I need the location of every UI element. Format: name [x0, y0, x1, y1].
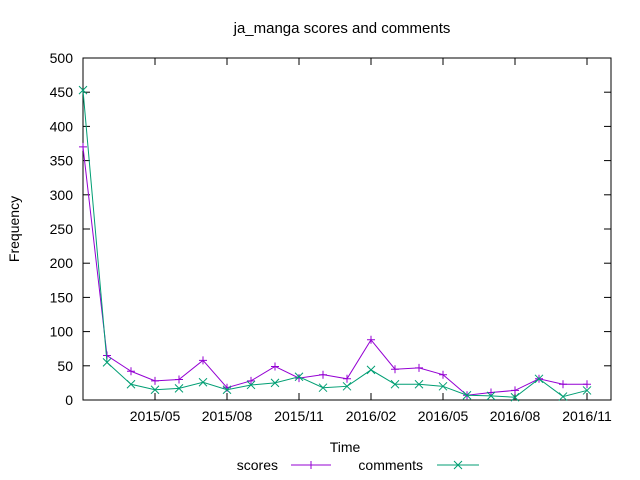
legend-label-comments: comments [358, 457, 423, 473]
legend-marker-comments [453, 460, 463, 470]
data-point-scores [487, 388, 495, 397]
data-point-scores [415, 363, 423, 372]
data-point-scores [79, 142, 87, 151]
y-tick-label: 0 [65, 392, 73, 408]
data-point-comments [126, 379, 136, 389]
data-point-comments [366, 365, 376, 375]
y-tick-label: 300 [50, 187, 74, 203]
y-tick-label: 250 [50, 221, 74, 237]
data-point-scores [367, 335, 375, 344]
y-tick-label: 50 [57, 358, 73, 374]
y-tick-label: 350 [50, 153, 74, 169]
x-tick-label: 2016/11 [562, 408, 612, 424]
data-point-comments [294, 372, 304, 382]
data-point-scores [559, 380, 567, 389]
data-point-comments [510, 392, 520, 402]
data-point-scores [319, 370, 327, 379]
data-point-comments [318, 383, 328, 393]
data-point-scores [127, 367, 135, 376]
y-tick-label: 200 [50, 255, 74, 271]
data-point-comments [390, 379, 400, 389]
data-point-scores [439, 370, 447, 379]
x-tick-label: 2015/08 [202, 408, 253, 424]
legend: scores comments [237, 457, 479, 473]
x-tick-label: 2015/05 [130, 408, 181, 424]
series-scores [79, 142, 591, 400]
data-point-comments [198, 377, 208, 387]
legend-label-scores: scores [237, 457, 278, 473]
data-point-comments [534, 374, 544, 384]
y-tick-label: 150 [50, 289, 74, 305]
data-point-comments [222, 385, 232, 395]
data-point-scores [271, 362, 279, 371]
data-point-scores [343, 374, 351, 383]
axes: 0 50 100 150 200 250 300 350 400 450 500 2015/05 201… [50, 50, 612, 424]
data-point-comments [342, 381, 352, 391]
data-point-comments [582, 386, 592, 395]
x-axis-label: Time [330, 439, 361, 455]
data-point-scores [199, 356, 207, 365]
data-point-scores [151, 376, 159, 385]
data-point-scores [247, 376, 255, 385]
x-tick-label: 2015/11 [274, 408, 324, 424]
x-tick-label: 2016/02 [346, 408, 397, 424]
data-point-comments [150, 385, 160, 395]
x-tick-label: 2016/05 [418, 408, 469, 424]
data-point-comments [438, 381, 448, 391]
series-line-comments [82, 90, 588, 398]
plot-border [82, 57, 612, 401]
y-tick-label: 500 [50, 50, 74, 66]
data-point-comments [270, 378, 280, 388]
x-tick-label: 2016/08 [490, 408, 541, 424]
y-tick-label: 100 [50, 324, 74, 340]
data-point-comments [486, 391, 496, 401]
data-point-scores [175, 375, 183, 384]
data-point-comments [414, 379, 424, 389]
data-point-comments [174, 384, 184, 393]
data-point-comments [246, 380, 256, 390]
data-point-comments [102, 358, 112, 367]
series-comments [78, 85, 592, 402]
data-point-scores [511, 386, 519, 395]
data-point-scores [391, 365, 399, 374]
y-tick-label: 450 [50, 84, 74, 100]
data-point-scores [583, 380, 591, 389]
chart-title: ja_manga scores and comments [233, 20, 451, 37]
data-point-comments [462, 390, 472, 400]
y-tick-label: 400 [50, 118, 74, 134]
series-line-scores [82, 146, 587, 396]
data-point-comments [558, 392, 568, 401]
plot-area [78, 85, 592, 402]
y-axis-label: Frequency [6, 196, 22, 262]
legend-marker-scores [307, 461, 315, 469]
data-point-comments [78, 85, 88, 95]
